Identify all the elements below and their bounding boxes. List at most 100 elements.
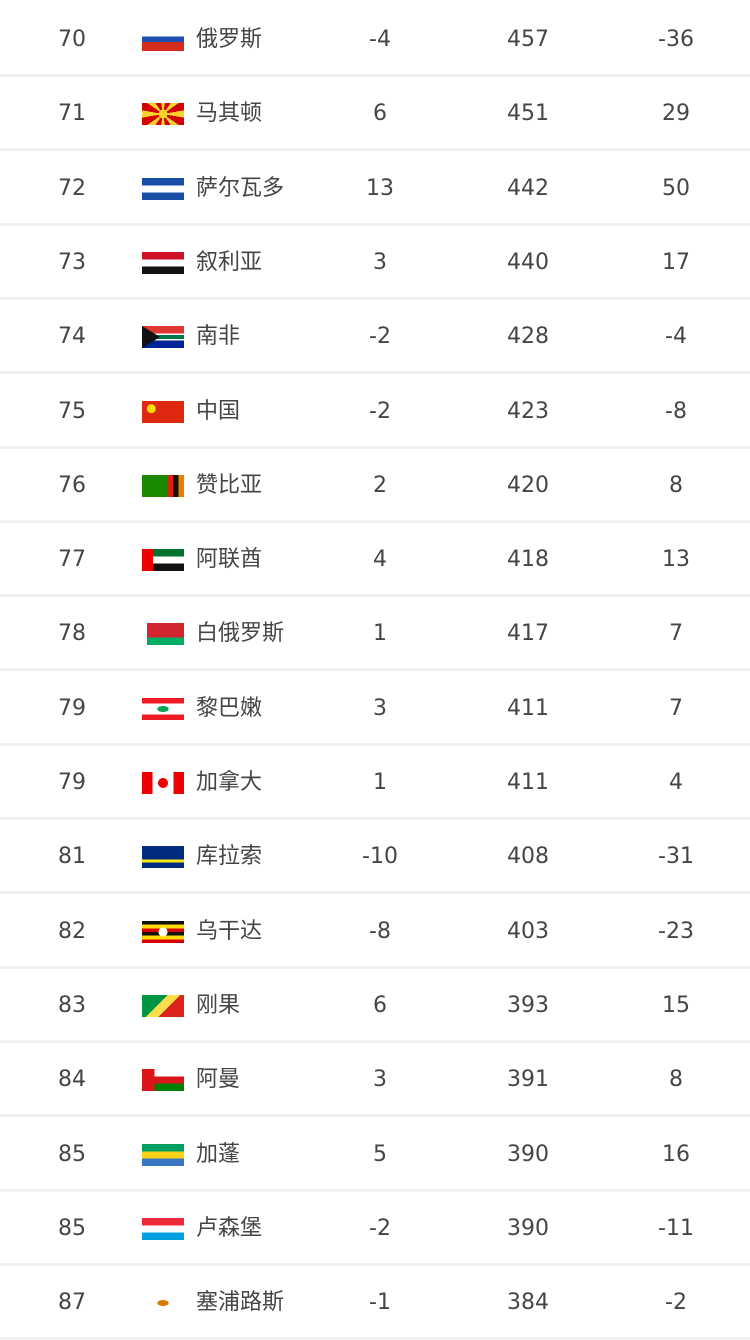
- rank: 71: [58, 101, 86, 127]
- country-name: 刚果: [196, 992, 241, 1018]
- table-row[interactable]: 85 加蓬 5 390 16: [0, 1118, 750, 1192]
- rank: 75: [58, 398, 86, 424]
- points-change: -2: [665, 1290, 687, 1316]
- rank: 70: [58, 27, 86, 52]
- rank: 77: [58, 547, 86, 573]
- points: 411: [507, 695, 549, 721]
- points: 411: [507, 770, 549, 795]
- row-divider: [0, 74, 750, 77]
- points: 393: [507, 992, 549, 1018]
- rank: 79: [58, 770, 86, 795]
- points: 408: [507, 844, 549, 870]
- row-divider: [0, 1188, 750, 1192]
- rank: 78: [58, 621, 86, 647]
- points-change: 16: [662, 1141, 690, 1167]
- rank: 85: [58, 1215, 86, 1241]
- table-row[interactable]: 84 阿曼 3 391 8: [0, 1043, 750, 1118]
- rank: 74: [58, 324, 86, 350]
- rank-change: 5: [373, 1141, 387, 1167]
- row-divider: [0, 891, 750, 895]
- flag-ru-icon: [142, 29, 184, 51]
- flag-ug-icon: [142, 920, 184, 943]
- country-name: 叙利亚: [196, 249, 263, 275]
- points: 423: [507, 398, 549, 424]
- table-row[interactable]: 78 白俄罗斯 1 417 7: [0, 597, 750, 672]
- country-name: 塞浦路斯: [196, 1290, 285, 1316]
- table-row[interactable]: 77 阿联酋 4 418 13: [0, 523, 750, 598]
- table-row[interactable]: 73 叙利亚 3 440 17: [0, 226, 750, 300]
- flag-by-icon: [142, 623, 184, 646]
- country-name: 乌干达: [196, 918, 263, 944]
- rank-change: 3: [373, 1067, 387, 1093]
- rank: 82: [58, 918, 86, 944]
- table-row[interactable]: 81 库拉索 -10 408 -31: [0, 820, 750, 895]
- points-change: -31: [658, 844, 694, 870]
- points: 403: [507, 918, 549, 944]
- flag-lb-icon: [142, 697, 184, 720]
- row-divider: [0, 1262, 750, 1266]
- points: 451: [507, 101, 549, 127]
- rank: 72: [58, 175, 86, 201]
- table-row[interactable]: 72 萨尔瓦多 13 442 50: [0, 152, 750, 226]
- points-change: -11: [658, 1215, 694, 1241]
- rank-change: 6: [373, 101, 387, 127]
- points-change: 15: [662, 992, 690, 1018]
- points: 390: [507, 1215, 549, 1241]
- flag-cy-icon: [142, 1292, 184, 1315]
- points: 384: [507, 1290, 549, 1316]
- flag-cw-icon: [142, 846, 184, 869]
- points: 418: [507, 547, 549, 573]
- country-name: 卢森堡: [196, 1215, 263, 1241]
- flag-mk-icon: [142, 103, 184, 126]
- table-row[interactable]: 70 俄罗斯 -4 457 -36: [0, 3, 750, 77]
- table-row[interactable]: 85 卢森堡 -2 390 -11: [0, 1192, 750, 1266]
- country-name: 库拉索: [196, 844, 263, 870]
- table-row[interactable]: 79 加拿大 1 411 4: [0, 746, 750, 820]
- rank-change: 6: [373, 992, 387, 1018]
- points-change: 8: [669, 472, 683, 498]
- flag-om-icon: [142, 1069, 184, 1092]
- table-row[interactable]: 75 中国 -2 423 -8: [0, 375, 750, 449]
- table-row[interactable]: 76 赞比亚 2 420 8: [0, 449, 750, 523]
- row-divider: [0, 148, 750, 152]
- points: 391: [507, 1067, 549, 1093]
- rank: 83: [58, 992, 86, 1018]
- points-change: -8: [665, 398, 687, 424]
- flag-ga-icon: [142, 1143, 184, 1166]
- points-change: 7: [669, 695, 683, 721]
- points-change: -4: [665, 324, 687, 350]
- table-row[interactable]: 74 南非 -2 428 -4: [0, 300, 750, 375]
- table-row[interactable]: 82 乌干达 -8 403 -23: [0, 895, 750, 969]
- rank: 76: [58, 472, 86, 498]
- points: 442: [507, 175, 549, 201]
- country-name: 中国: [196, 398, 241, 424]
- country-name: 阿曼: [196, 1067, 241, 1093]
- points-change: -36: [658, 27, 694, 52]
- rank-change: -4: [369, 27, 391, 52]
- country-name: 赞比亚: [196, 472, 263, 498]
- row-divider: [0, 817, 750, 820]
- rank-change: 3: [373, 249, 387, 275]
- rank-change: -1: [369, 1290, 391, 1316]
- flag-lu-icon: [142, 1217, 184, 1240]
- points: 440: [507, 249, 549, 275]
- rank: 73: [58, 249, 86, 275]
- table-row[interactable]: 87 塞浦路斯 -1 384 -2: [0, 1266, 750, 1340]
- table-row[interactable]: 79 黎巴嫩 3 411 7: [0, 672, 750, 746]
- row-divider: [0, 445, 750, 449]
- row-divider: [0, 668, 750, 672]
- rank-change: 1: [373, 621, 387, 647]
- country-name: 加蓬: [196, 1141, 241, 1167]
- rank-change: 4: [373, 547, 387, 573]
- points-change: 8: [669, 1067, 683, 1093]
- points-change: 17: [662, 249, 690, 275]
- rank: 85: [58, 1141, 86, 1167]
- table-row[interactable]: 83 刚果 6 393 15: [0, 969, 750, 1043]
- row-divider: [0, 594, 750, 598]
- flag-sv-icon: [142, 177, 184, 200]
- table-row[interactable]: 71 马其顿 6 451 29: [0, 77, 750, 152]
- country-name: 萨尔瓦多: [196, 175, 285, 201]
- points: 428: [507, 324, 549, 350]
- rank: 81: [58, 844, 86, 870]
- points-change: 50: [662, 175, 690, 201]
